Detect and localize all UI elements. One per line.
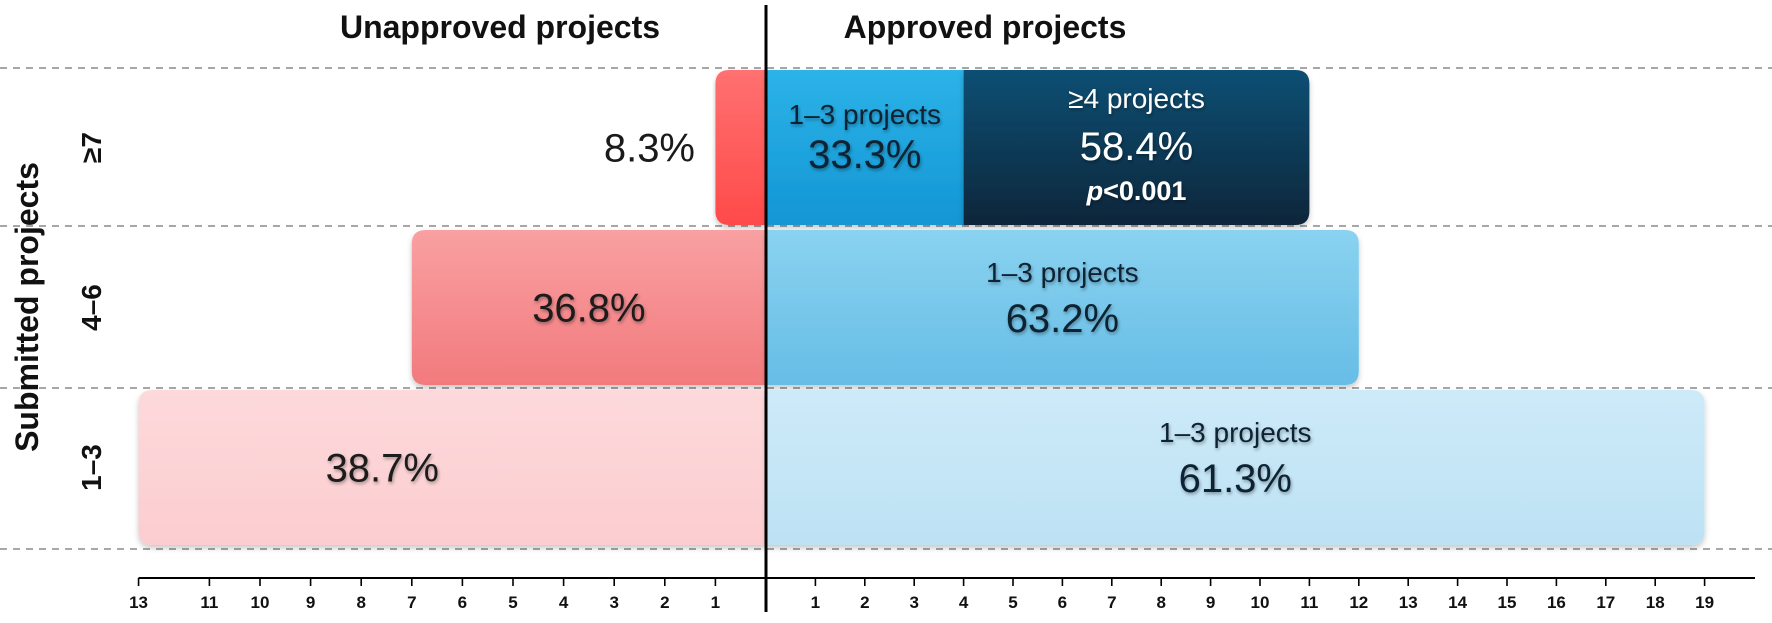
bar-label-unapproved-2: 38.7% xyxy=(326,447,439,491)
bar-approved-0-0 xyxy=(766,70,964,225)
bar-unapproved-2 xyxy=(138,390,766,545)
p-symbol: p xyxy=(1086,176,1104,206)
x-tick-label-right-13: 14 xyxy=(1448,593,1467,612)
category-label-2: 1–3 xyxy=(76,444,107,491)
x-tick-label-right-9: 10 xyxy=(1251,593,1270,612)
bar-approved-0-1 xyxy=(963,70,1310,225)
x-tick-label-right-8: 9 xyxy=(1206,593,1215,612)
bar-unapproved-0 xyxy=(715,70,766,225)
x-tick-label-left-7: 5 xyxy=(508,593,517,612)
x-tick-label-left-2: 10 xyxy=(251,593,270,612)
x-tick-label-right-7: 8 xyxy=(1156,593,1165,612)
p-value-label-0-1: p<0.001 xyxy=(1086,176,1187,206)
segment-value-0-1: 58.4% xyxy=(1080,125,1193,169)
x-tick-label-right-0: 1 xyxy=(811,593,820,612)
segment-value-0-0: 33.3% xyxy=(808,133,921,177)
x-tick-label-right-3: 4 xyxy=(959,593,969,612)
x-tick-label-left-5: 7 xyxy=(407,593,416,612)
x-tick-label-left-11: 1 xyxy=(711,593,720,612)
x-tick-label-left-0: 13 xyxy=(129,593,148,612)
header-approved: Approved projects xyxy=(844,9,1127,45)
header-unapproved: Unapproved projects xyxy=(340,9,660,45)
x-tick-label-left-3: 9 xyxy=(306,593,315,612)
labels-layer: Unapproved projects Approved projects Subm… xyxy=(9,9,1312,501)
bars-layer xyxy=(138,70,1705,545)
bar-approved-1-0 xyxy=(766,230,1359,385)
x-tick-label-left-4: 8 xyxy=(356,593,365,612)
axis-layer: 13 11 10 9 8 7 6 5 4 3 2 1 1 2 3 4 5 6 7 8 9 10 11 12 13 14 15 16 17… xyxy=(129,5,1755,612)
x-tick-label-left-1: 11 xyxy=(200,593,218,612)
segment-name-2-0: 1–3 projects xyxy=(1159,417,1312,448)
x-tick-label-right-6: 7 xyxy=(1107,593,1116,612)
x-tick-label-left-6: 6 xyxy=(458,593,467,612)
x-tick-label-right-17: 18 xyxy=(1646,593,1665,612)
segment-name-0-0: 1–3 projects xyxy=(789,99,942,130)
bar-label-unapproved-1: 36.8% xyxy=(532,287,645,331)
x-tick-label-right-10: 11 xyxy=(1300,593,1318,612)
x-tick-label-right-12: 13 xyxy=(1399,593,1418,612)
x-tick-label-right-16: 17 xyxy=(1596,593,1615,612)
bar-label-unapproved-0: 8.3% xyxy=(604,127,695,171)
bar-unapproved-1 xyxy=(411,230,766,385)
segment-name-0-1: ≥4 projects xyxy=(1068,83,1205,114)
category-label-1: 4–6 xyxy=(76,284,107,331)
x-tick-label-right-1: 2 xyxy=(860,593,869,612)
x-tick-label-right-18: 19 xyxy=(1695,593,1714,612)
x-tick-label-right-14: 15 xyxy=(1498,593,1517,612)
x-tick-label-right-5: 6 xyxy=(1058,593,1067,612)
p-value: <0.001 xyxy=(1103,176,1186,206)
x-tick-label-right-11: 12 xyxy=(1349,593,1368,612)
category-label-0: ≥7 xyxy=(76,132,107,163)
bar-approved-2-0 xyxy=(766,390,1705,545)
y-axis-title: Submitted projects xyxy=(9,162,45,452)
x-tick-label-left-10: 2 xyxy=(660,593,669,612)
x-tick-label-right-4: 5 xyxy=(1008,593,1017,612)
x-tick-label-right-15: 16 xyxy=(1547,593,1566,612)
x-tick-label-left-9: 3 xyxy=(609,593,618,612)
x-tick-label-left-8: 4 xyxy=(559,593,569,612)
grid-layer xyxy=(0,67,1772,550)
x-tick-label-right-2: 3 xyxy=(909,593,918,612)
segment-value-1-0: 63.2% xyxy=(1006,297,1119,341)
segment-name-1-0: 1–3 projects xyxy=(986,257,1139,288)
segment-value-2-0: 61.3% xyxy=(1179,457,1292,501)
